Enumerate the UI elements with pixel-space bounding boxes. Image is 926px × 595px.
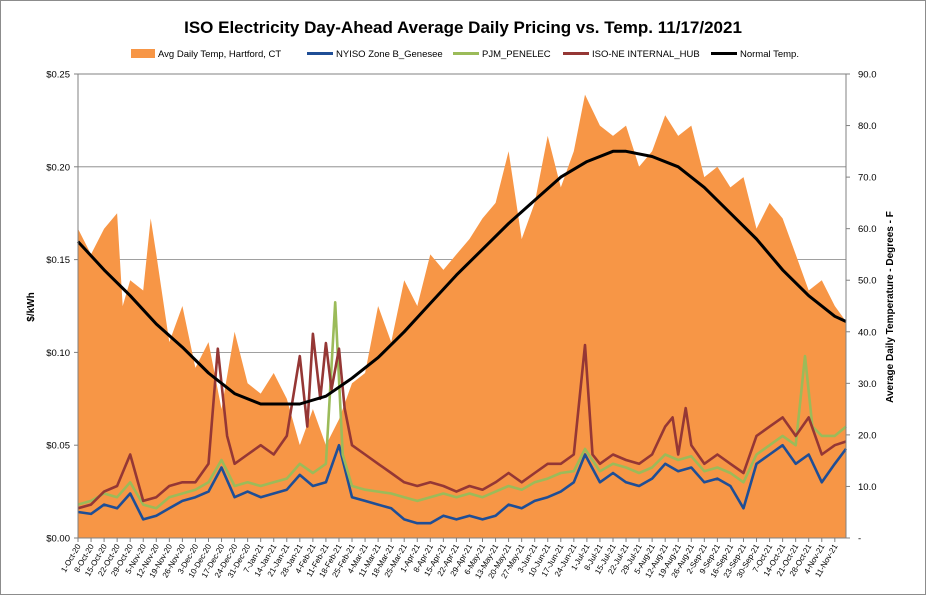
right-axis: - 10.0 20.0 30.0 40.0 50.0 60.0 70.0 80.0 90.0 <box>846 70 877 545</box>
right-tick-label: 40.0 <box>858 327 877 338</box>
right-tick-label: 50.0 <box>858 276 877 287</box>
right-tick-label: - <box>858 534 861 545</box>
right-tick-label: 10.0 <box>858 482 877 493</box>
right-tick-label: 60.0 <box>858 224 877 235</box>
x-axis: 1-Oct-208-Oct-2015-Oct-2022-Oct-2029-Oct… <box>59 538 840 580</box>
series-line-4 <box>76 149 847 406</box>
series-area-0 <box>78 94 846 538</box>
left-tick-label: $0.10 <box>46 348 70 359</box>
right-tick-label: 70.0 <box>858 173 877 184</box>
legend-swatch <box>131 49 155 58</box>
chart-title: ISO Electricity Day-Ahead Average Daily … <box>184 18 742 37</box>
right-tick-label: 90.0 <box>858 70 877 81</box>
series-line-1 <box>77 443 848 525</box>
left-tick-label: $0.15 <box>46 255 70 266</box>
left-tick-label: $0.05 <box>46 441 70 452</box>
plot-area <box>76 73 848 539</box>
legend-label: NYISO Zone B_Genesee <box>336 49 443 60</box>
legend-label: ISO-NE INTERNAL_HUB <box>592 49 700 60</box>
right-tick-label: 30.0 <box>858 379 877 390</box>
right-tick-label: 20.0 <box>858 430 877 441</box>
plot-border <box>77 73 847 539</box>
legend-label: PJM_PENELEC <box>482 49 551 60</box>
y-axis-title: $/kWh <box>26 292 37 321</box>
series-line-3 <box>77 332 847 510</box>
right-tick-label: 80.0 <box>858 121 877 132</box>
y2-axis-title: Average Daily Temperature - Degrees - F <box>885 211 896 403</box>
legend-label: Avg Daily Temp, Hartford, CT <box>158 49 281 60</box>
left-tick-label: $0.00 <box>46 534 70 545</box>
left-tick-label: $0.25 <box>46 70 70 81</box>
series-line-2 <box>77 301 847 510</box>
left-tick-label: $0.20 <box>46 162 70 173</box>
left-axis: $0.00 $0.05 $0.10 $0.15 $0.20 $0.25 <box>46 70 78 545</box>
legend-label: Normal Temp. <box>740 49 799 60</box>
legend: Avg Daily Temp, Hartford, CT NYISO Zone B… <box>131 49 799 60</box>
